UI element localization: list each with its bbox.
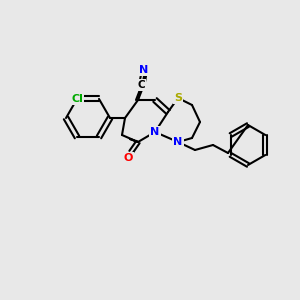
Text: N: N bbox=[173, 137, 183, 147]
Text: N: N bbox=[140, 65, 148, 75]
Text: N: N bbox=[150, 127, 160, 137]
Text: O: O bbox=[123, 153, 133, 163]
Text: C: C bbox=[137, 80, 145, 90]
Text: Cl: Cl bbox=[71, 94, 83, 104]
Text: S: S bbox=[174, 93, 182, 103]
